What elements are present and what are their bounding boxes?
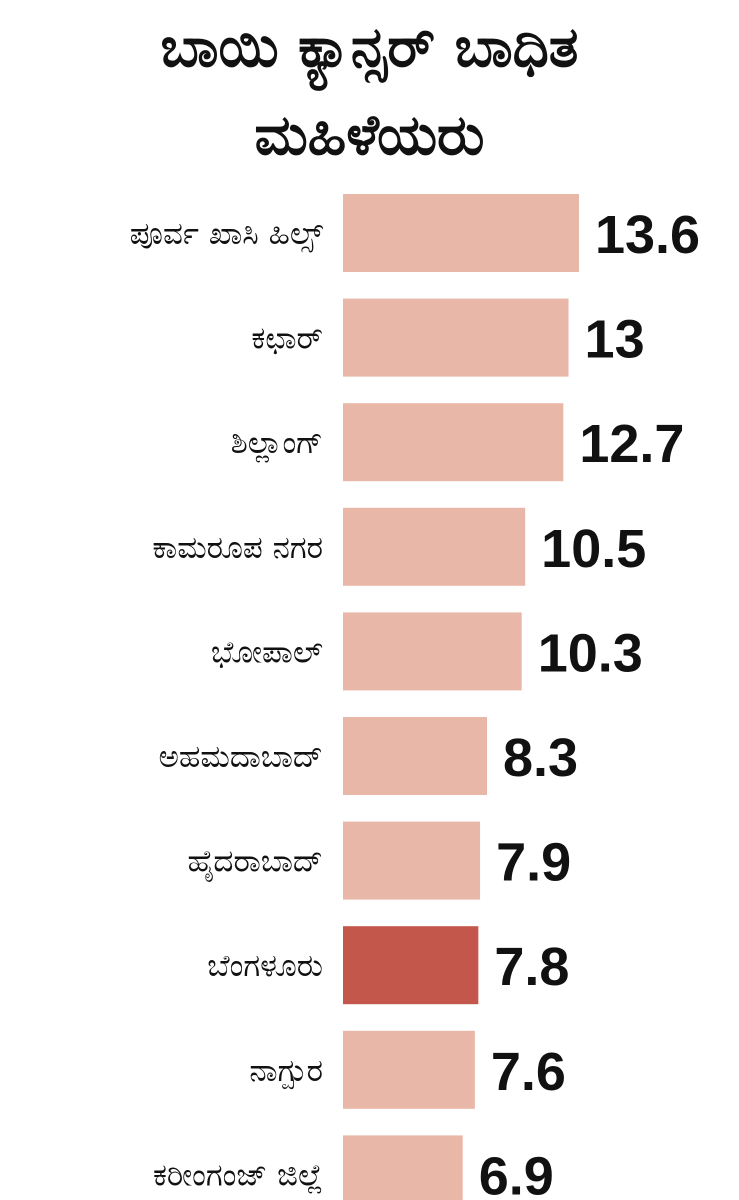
bar — [343, 298, 569, 377]
value-label: 13.6 — [595, 205, 700, 265]
value-label: 6.9 — [479, 1146, 554, 1200]
category-label: ಬೆಂಗಳೂರು — [207, 948, 323, 984]
value-label: 7.8 — [494, 937, 569, 997]
value-label: 8.3 — [503, 728, 578, 788]
category-label: ಕಛಾರ್ — [251, 321, 323, 357]
chart-title: ಬಾಯಿ ಕ್ಯಾನ್ಸರ್ ಬಾಧಿತ ಮಹಿಳೆಯರು — [0, 4, 739, 180]
bar — [343, 612, 522, 691]
bar — [343, 1135, 463, 1200]
bar — [343, 821, 481, 900]
bar — [343, 194, 579, 272]
bar-highlighted — [343, 926, 479, 1005]
category-label: ಭೋಪಾಲ್ — [211, 634, 323, 670]
value-label: 13 — [585, 310, 645, 370]
bar — [343, 403, 564, 482]
category-label: ಪೂರ್ವ ಖಾಸಿ ಹಿಲ್ಸ್ — [130, 216, 324, 253]
category-label: ಕಾಮರೂಪ ನಗರ — [152, 530, 323, 566]
value-label: 7.9 — [496, 833, 571, 893]
category-label: ಶಿಲ್ಲಾಂಗ್ — [231, 425, 323, 462]
category-label: ಅಹಮದಾಬಾದ್ — [158, 739, 323, 775]
value-label: 12.7 — [579, 414, 684, 474]
value-label: 7.6 — [491, 1042, 566, 1102]
value-label: 10.5 — [541, 519, 646, 579]
bar — [343, 717, 488, 795]
category-label: ನಾಗ್ಪುರ — [249, 1053, 323, 1090]
value-label: 10.3 — [538, 623, 643, 683]
category-label: ಹೈದರಾಬಾದ್ — [187, 844, 323, 882]
bar — [343, 1030, 475, 1109]
bar — [343, 507, 526, 586]
title-line-2: ಮಹಿಳೆಯರು — [254, 103, 485, 168]
category-label: ಕರೀಂಗಂಜ್ ಜಿಲ್ಲೆ — [153, 1157, 323, 1193]
title-line-1: ಬಾಯಿ ಕ್ಯಾನ್ಸರ್ ಬಾಧಿತ — [160, 15, 579, 80]
